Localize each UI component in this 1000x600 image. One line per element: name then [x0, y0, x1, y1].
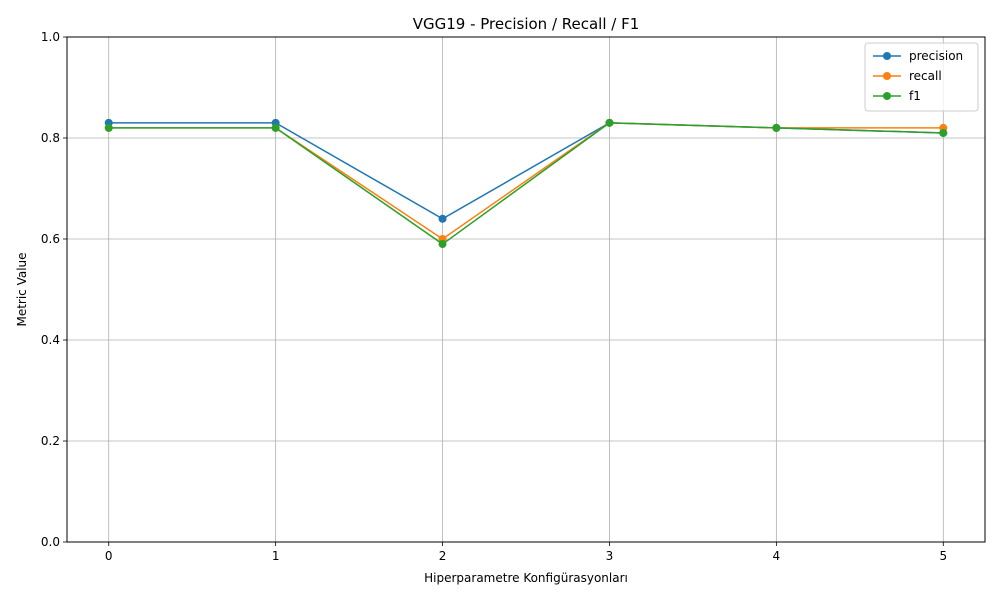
x-ticks: 0 1 2 3 4 5 [105, 542, 947, 563]
data-point-precision [438, 214, 447, 223]
legend-item-precision: precision [873, 49, 963, 63]
x-tick-label: 1 [272, 549, 280, 563]
series-line-recall [108, 122, 944, 240]
y-tick-label: 1.0 [41, 30, 60, 44]
legend-box [864, 42, 979, 112]
series-line-precision [108, 122, 944, 220]
chart-title: VGG19 - Precision / Recall / F1 [413, 15, 640, 33]
x-tick-label: 5 [939, 549, 947, 563]
y-tick-label: 0.0 [41, 535, 60, 549]
x-tick-label: 4 [773, 549, 781, 563]
data-point-f1 [605, 118, 614, 127]
legend-label: f1 [909, 89, 921, 103]
legend-marker [883, 92, 891, 100]
grid-lines [67, 36, 985, 543]
series-precision [104, 118, 948, 223]
data-point-f1 [772, 123, 781, 132]
legend-item-recall: recall [873, 69, 942, 83]
x-tick-label: 2 [439, 549, 447, 563]
y-ticks: 0.0 0.2 0.4 0.6 0.8 1.0 [41, 30, 67, 549]
legend: precision recall f1 [864, 42, 979, 112]
y-tick-label: 0.8 [41, 131, 60, 145]
series-recall [104, 118, 948, 243]
x-axis-title: Hiperparametre Konfigürasyonları [424, 571, 628, 585]
series-f1 [104, 118, 948, 249]
y-tick-label: 0.2 [41, 434, 60, 448]
legend-label: precision [909, 49, 963, 63]
series-line-f1 [108, 122, 944, 245]
data-point-f1 [271, 123, 280, 132]
y-axis-title: Metric Value [15, 252, 29, 326]
legend-item-f1: f1 [873, 89, 921, 103]
y-tick-label: 0.4 [41, 333, 60, 347]
y-tick-label: 0.6 [41, 232, 60, 246]
x-tick-label: 3 [606, 549, 614, 563]
legend-label: recall [909, 69, 942, 83]
data-point-f1 [104, 123, 113, 132]
data-point-f1 [438, 240, 447, 249]
legend-marker [883, 52, 891, 60]
data-point-f1 [939, 128, 948, 137]
plot-frame [66, 36, 986, 543]
x-tick-label: 0 [105, 549, 113, 563]
series-layer [104, 118, 948, 249]
legend-marker [883, 72, 891, 80]
